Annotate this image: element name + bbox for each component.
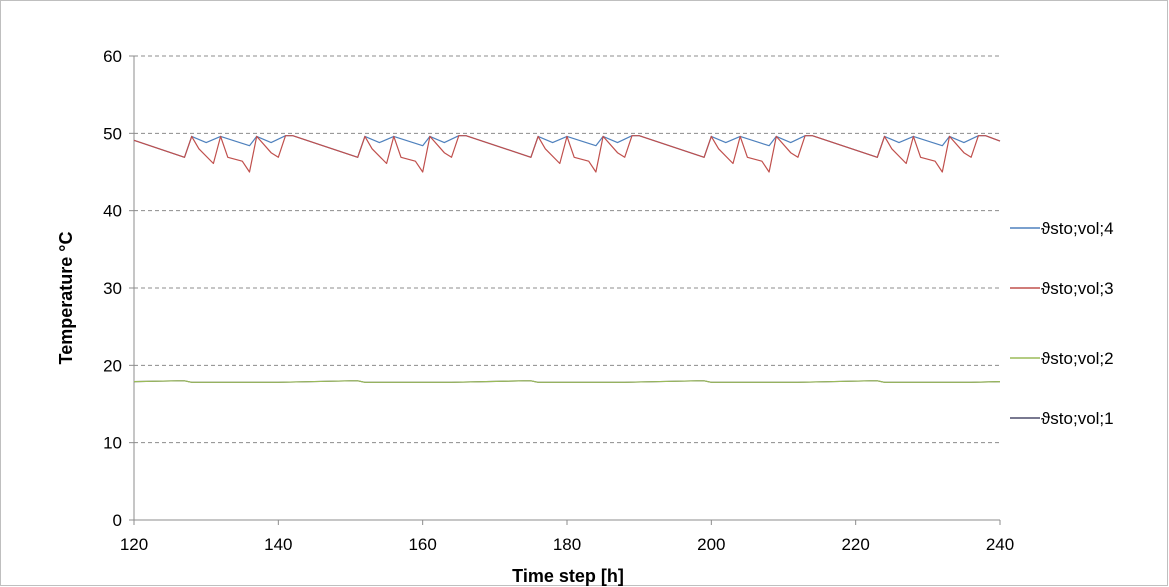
x-tick-labels: 120 140 160 180 200 220 240	[120, 535, 1014, 554]
legend-label: ϑsto;vol;2	[1041, 349, 1114, 368]
x-tick-label: 220	[841, 535, 869, 554]
x-tick-label: 200	[697, 535, 725, 554]
legend: ϑsto;vol;4 ϑsto;vol;3 ϑsto;vol;2 ϑsto;vol;1	[1010, 219, 1114, 428]
legend-label: ϑsto;vol;3	[1041, 279, 1114, 298]
x-tick-label: 240	[986, 535, 1014, 554]
y-tick-label: 60	[103, 47, 122, 66]
y-tick-label: 40	[103, 202, 122, 221]
axes	[129, 55, 1001, 525]
x-tick-label: 180	[553, 535, 581, 554]
x-tick-label: 120	[120, 535, 148, 554]
series-line-4	[133, 135, 1001, 158]
series-line-2	[133, 380, 1001, 383]
y-tick-label: 0	[113, 511, 122, 530]
y-tick-label: 50	[103, 124, 122, 143]
x-axis-title: Time step [h]	[512, 566, 624, 586]
series-line-3	[133, 135, 1001, 173]
gridlines	[134, 55, 1000, 444]
x-tick-label: 160	[408, 535, 436, 554]
plot-area	[133, 135, 1001, 383]
y-tick-label: 10	[103, 434, 122, 453]
x-tick-label: 140	[264, 535, 292, 554]
y-tick-label: 20	[103, 356, 122, 375]
y-axis-title: Temperature °C	[56, 232, 76, 365]
legend-label: ϑsto;vol;4	[1041, 219, 1114, 238]
y-tick-labels: 0 10 20 30 40 50 60	[103, 47, 122, 530]
y-tick-label: 30	[103, 279, 122, 298]
legend-label: ϑsto;vol;1	[1041, 409, 1114, 428]
